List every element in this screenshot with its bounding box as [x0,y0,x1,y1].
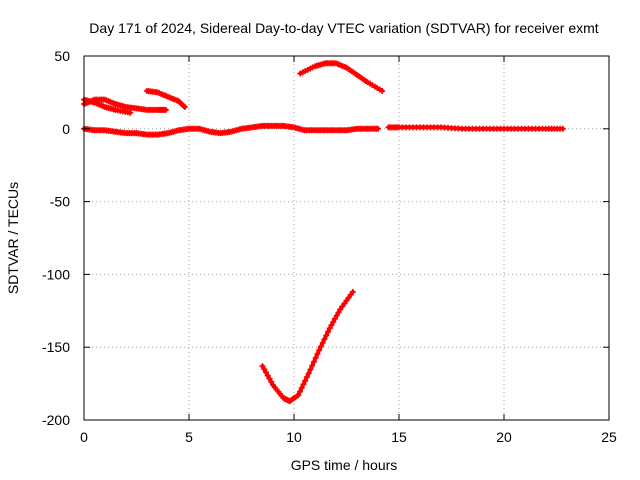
y-axis-label: SDTVAR / TECUs [5,182,21,294]
data-point [302,377,309,384]
data-point [268,378,275,385]
x-axis-label: GPS time / hours [291,457,398,473]
series-track-late-flat [385,124,566,132]
data-point [263,369,269,376]
data-point [296,388,303,395]
data-point [162,106,169,113]
series-dip-curve [259,288,356,405]
y-tick-label: -150 [42,339,70,355]
data-point [335,309,342,316]
series-track-upper-c [144,87,188,110]
y-tick-label: 0 [62,121,70,137]
data-point [181,103,188,110]
data-point [333,312,340,319]
data-point [127,109,134,116]
data-point [321,336,328,343]
series-track-upper-a [81,96,169,113]
data-series-layer [81,60,566,405]
data-point [261,366,268,373]
data-point [375,125,381,132]
data-point [303,374,310,381]
data-point [317,343,324,350]
data-point [264,372,271,379]
data-point [305,370,312,377]
series-arc-top [297,60,386,94]
data-point [314,350,321,357]
data-point [331,315,338,322]
x-tick-label: 0 [80,429,88,445]
data-point [324,328,331,335]
ticks-layer: 0 5 10 15 20 25 50 0 -50 -100 -150 -200 [42,48,617,445]
x-tick-label: 5 [185,429,193,445]
data-point [300,381,307,388]
data-point [266,375,273,382]
grid-lines [84,56,609,420]
data-point [328,322,335,329]
data-point [559,125,566,132]
data-point [180,102,187,109]
x-tick-label: 25 [601,429,617,445]
data-point [309,362,316,369]
data-point [349,288,356,295]
data-point [379,87,386,94]
series-track-upper-b [81,96,134,116]
y-tick-label: -50 [50,194,70,210]
data-point [323,332,330,339]
data-point [310,358,317,365]
data-point [326,325,333,332]
data-point [259,363,266,370]
data-point [319,339,326,346]
data-point [298,384,305,391]
y-tick-label: -200 [42,412,70,428]
x-tick-label: 15 [391,429,407,445]
y-tick-label: 50 [54,48,70,64]
y-tick-label: -100 [42,266,70,282]
data-point [312,354,319,361]
chart-title: Day 171 of 2024, Sidereal Day-to-day VTE… [89,20,598,36]
x-tick-label: 20 [496,429,512,445]
plot-frame [83,55,610,421]
x-tick-label: 10 [286,429,302,445]
data-point [307,366,314,373]
data-point [295,392,302,399]
data-point [316,347,323,354]
series-track-near-zero [81,122,381,138]
data-point [330,318,337,325]
